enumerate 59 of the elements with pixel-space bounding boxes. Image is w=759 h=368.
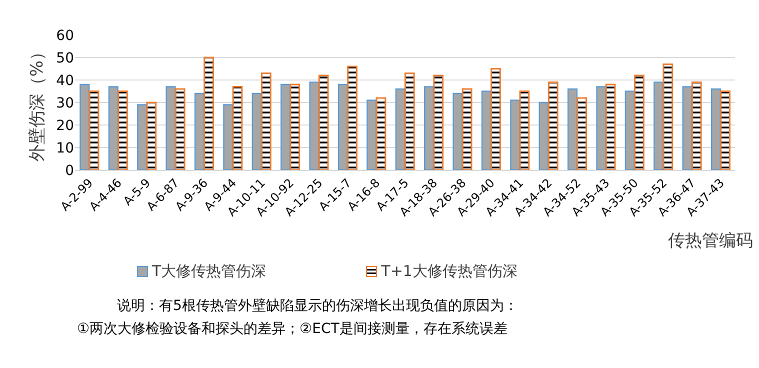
y-axis-title: 外壁伤深（%） [28, 43, 48, 162]
y-tick-label: 50 [56, 50, 74, 66]
bar [395, 88, 406, 170]
legend-label: T+1大修传热管伤深 [381, 262, 518, 281]
bar [710, 88, 722, 170]
bar [519, 90, 530, 170]
y-tick-label: 30 [56, 95, 74, 112]
bar [232, 86, 243, 170]
bar [376, 97, 386, 170]
y-tick-label: 40 [56, 72, 74, 89]
bar [290, 84, 300, 170]
bar [137, 104, 148, 170]
bar [88, 90, 100, 170]
bar [204, 56, 214, 170]
bar [433, 74, 444, 170]
bar [548, 82, 558, 170]
y-tick-label: 60 [56, 28, 74, 44]
bar [720, 90, 730, 170]
bar [347, 66, 358, 170]
bar [261, 72, 272, 170]
bar [682, 86, 692, 170]
bar [662, 64, 674, 170]
bar [338, 84, 348, 170]
bar [576, 97, 588, 170]
bar [223, 104, 234, 170]
bar [366, 100, 377, 170]
bar [490, 68, 501, 170]
bar [108, 86, 118, 170]
text: ①两次大修检验设备和探头的差异；②ECT是间接测量，存在系统误差 [77, 321, 508, 337]
bar [309, 82, 320, 170]
bar [318, 74, 329, 170]
bar [146, 102, 157, 170]
bar [510, 100, 520, 170]
bar [481, 90, 492, 170]
bar [424, 86, 434, 170]
bar [634, 74, 644, 170]
bar [166, 86, 176, 170]
bar [174, 88, 186, 170]
bar [118, 90, 128, 170]
bar [280, 84, 291, 170]
bar [80, 84, 90, 170]
bar [404, 72, 415, 170]
bar [567, 88, 578, 170]
bar [194, 92, 204, 170]
bar [538, 102, 549, 170]
y-tick-label: 10 [56, 140, 74, 156]
y-tick-label: 20 [56, 118, 74, 134]
bar [452, 92, 463, 170]
legend-label: T大修传热管伤深 [152, 262, 266, 281]
bar [624, 90, 635, 170]
bar [691, 82, 702, 170]
bar [252, 92, 262, 170]
bar [654, 82, 664, 170]
bar [462, 88, 472, 170]
bar [596, 86, 606, 170]
bar [605, 84, 616, 170]
y-tick-label: 0 [65, 162, 74, 179]
x-axis-title: 传热管编码 [668, 231, 753, 251]
text: 说明：有5根传热管外壁缺陷显示的伤深增长出现负值的原因为： [117, 298, 518, 314]
